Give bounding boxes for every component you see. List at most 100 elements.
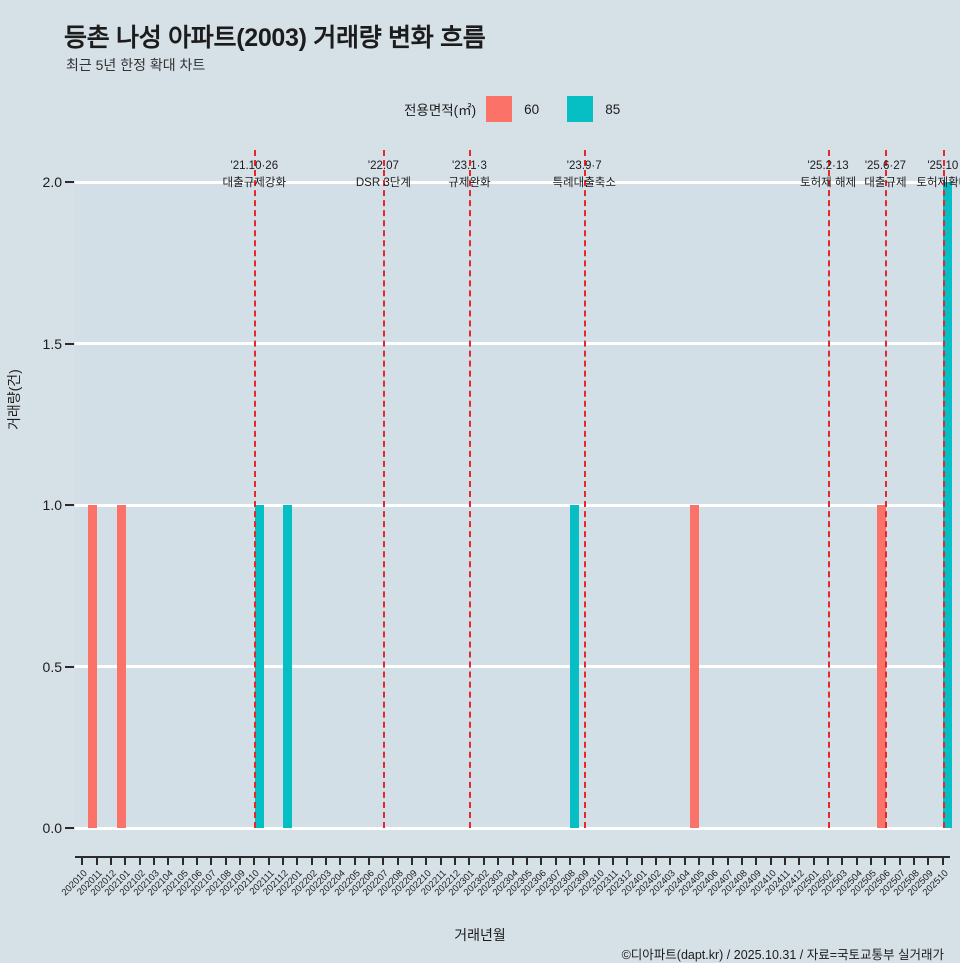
bar-202405-60: [690, 505, 700, 828]
x-tick-mark: [913, 856, 916, 865]
legend-label-85: 85: [605, 101, 621, 117]
x-tick-mark: [497, 856, 500, 865]
legend-label-60: 60: [524, 101, 540, 117]
x-tick-mark: [468, 856, 471, 865]
x-tick-mark: [353, 856, 356, 865]
x-tick-mark: [827, 856, 830, 865]
chart-footer: ©디아파트(dapt.kr) / 2025.10.31 / 자료=국토교통부 실…: [621, 948, 944, 962]
bar-202510-85: [943, 182, 953, 828]
x-tick-mark: [138, 856, 141, 865]
event-name: 대출규제강화: [222, 177, 287, 189]
x-tick-mark: [109, 856, 112, 865]
y-tick-label: 0.5: [42, 658, 62, 675]
y-tick-mark: [65, 181, 74, 183]
x-tick-mark: [583, 856, 586, 865]
x-tick-mark: [81, 856, 84, 865]
x-tick-mark: [898, 856, 901, 865]
event-line-202506: [885, 150, 888, 828]
event-name: 특례대출축소: [552, 177, 616, 189]
x-tick-mark: [755, 856, 758, 865]
x-tick-mark: [741, 856, 743, 865]
legend-title: 전용면적(㎡): [404, 103, 477, 118]
legend-swatch-60: [486, 96, 513, 122]
x-tick-mark: [784, 856, 787, 865]
x-tick-mark: [669, 856, 672, 865]
x-tick-mark: [210, 856, 213, 865]
event-line-202309: [584, 150, 587, 828]
event-date: '23.1·3: [452, 160, 487, 172]
x-tick-mark: [884, 856, 887, 865]
bar-202101-60: [116, 505, 126, 828]
x-tick-mark: [181, 856, 184, 865]
gridline: [75, 665, 950, 668]
event-annotation-202502: '25.2·13 토허제 해제: [800, 158, 856, 192]
event-annotation-202301: '23.1·3 규제완화: [448, 158, 490, 192]
x-tick-mark: [425, 856, 428, 865]
x-tick-mark: [855, 856, 858, 865]
event-name: DSR 3단계: [355, 177, 411, 189]
y-axis-title: 거래량(건): [6, 369, 22, 430]
gridline: [75, 342, 950, 345]
y-tick-mark: [65, 665, 74, 668]
event-annotation-202110: '21.10·26 대출규제강화: [223, 158, 286, 192]
x-tick-mark: [454, 856, 457, 865]
y-tick-mark: [65, 827, 74, 829]
page-subtitle: 최근 5년 한정 확대 차트: [66, 57, 206, 73]
x-tick-mark: [396, 856, 399, 865]
y-tick-label: 1.0: [42, 497, 62, 513]
event-date: '25.10: [927, 160, 959, 172]
x-tick-mark: [927, 856, 930, 865]
x-tick-mark: [798, 856, 801, 865]
event-line-202301: [469, 150, 472, 828]
event-annotation-202506: '25.6·27 대출규제: [864, 158, 906, 192]
event-line-202110: [254, 150, 257, 828]
x-tick-mark: [238, 856, 241, 865]
x-tick-mark: [941, 856, 944, 865]
event-name: 규제완화: [448, 177, 491, 189]
x-axis-title: 거래년월: [454, 927, 506, 943]
x-tick-mark: [654, 856, 657, 865]
bar-202112-85: [283, 505, 293, 828]
x-tick-mark: [812, 856, 815, 865]
x-tick-mark: [726, 856, 729, 865]
x-tick-mark: [382, 856, 385, 865]
event-name: 토허제 해제: [800, 177, 857, 189]
event-date: '22.07: [367, 160, 399, 172]
x-tick-mark: [697, 856, 700, 865]
x-tick-mark: [325, 856, 328, 865]
bar-202308-85: [570, 505, 580, 828]
y-tick-mark: [65, 342, 74, 345]
x-tick-mark: [439, 856, 442, 865]
y-tick-label: 0.0: [42, 820, 62, 836]
event-date: '25.6·27: [864, 160, 907, 172]
x-tick-mark: [511, 856, 514, 865]
x-tick-mark: [640, 856, 643, 865]
event-line-202510: [942, 150, 945, 828]
event-annotation-202207: '22.07 DSR 3단계: [356, 158, 411, 192]
x-tick-mark: [253, 856, 256, 865]
event-line-202207: [383, 150, 386, 828]
legend-swatch-85: [567, 96, 594, 122]
x-tick-mark: [152, 856, 155, 865]
x-tick-mark: [95, 856, 98, 865]
x-tick-mark: [267, 856, 270, 865]
event-date: '25.2·13: [807, 160, 849, 172]
x-tick-mark: [310, 856, 313, 865]
x-tick-mark: [224, 856, 227, 865]
event-line-202502: [828, 150, 831, 828]
plot-area: [75, 150, 953, 830]
y-tick-label: 2.0: [42, 174, 62, 190]
event-name: 대출규제: [864, 177, 907, 189]
gridline: [75, 503, 950, 507]
event-date: '21.10·26: [230, 160, 279, 172]
x-tick-mark: [167, 856, 170, 865]
x-tick-mark: [368, 856, 371, 865]
x-tick-mark: [411, 856, 414, 865]
event-name: 토허제확대: [916, 177, 960, 189]
x-tick-mark: [626, 856, 629, 865]
page-title: 등촌 나성 아파트(2003) 거래량 변화 흐름: [64, 24, 486, 52]
x-tick-mark: [712, 856, 715, 865]
x-tick-mark: [870, 856, 873, 865]
y-tick-label: 1.5: [42, 335, 62, 352]
